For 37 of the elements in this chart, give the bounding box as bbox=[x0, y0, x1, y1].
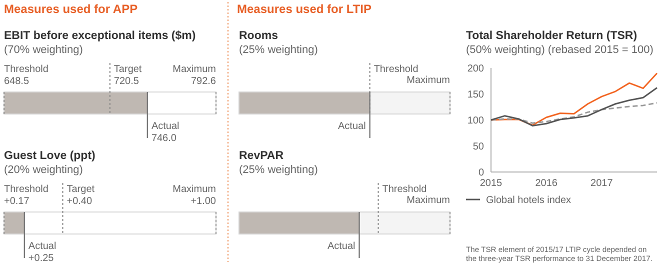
chart-subtitle: (70% weighting) bbox=[4, 44, 83, 56]
ref-line-label: Actual +0.25 bbox=[28, 241, 56, 264]
x-tick-label: 2017 bbox=[590, 178, 614, 189]
chart-title: Total Shareholder Return (TSR) bbox=[466, 30, 638, 42]
x-tick-label: 2016 bbox=[535, 178, 558, 189]
chart-title: RevPAR bbox=[239, 150, 284, 162]
ref-line-label: Threshold +0.17 bbox=[4, 184, 48, 207]
line-series bbox=[490, 102, 658, 124]
chart-title: Guest Love (ppt) bbox=[4, 150, 96, 162]
ref-line-label: Maximum bbox=[406, 195, 450, 206]
ref-line-label: Actual bbox=[338, 121, 366, 132]
y-tick-label: 0 bbox=[478, 168, 484, 178]
chart-subtitle: (50% weighting) (rebased 2015 = 100) bbox=[466, 44, 654, 56]
y-tick-label: 200 bbox=[467, 64, 484, 74]
y-tick-label: 100 bbox=[467, 116, 484, 126]
y-tick-label: 50 bbox=[472, 142, 484, 152]
ref-line-label: Actual 746.0 bbox=[151, 121, 180, 144]
x-tick-label: 2015 bbox=[480, 178, 503, 189]
ref-line-label: Actual bbox=[327, 241, 356, 252]
ref-line-label: Maximum bbox=[406, 75, 450, 86]
chart-title: EBIT before exceptional items ($m) bbox=[4, 30, 196, 42]
text: Measures used for LTIP bbox=[237, 2, 372, 16]
line-series bbox=[490, 87, 658, 126]
ref-line-label: Target 720.5 bbox=[114, 64, 142, 87]
ref-line-label: Threshold 648.5 bbox=[4, 64, 48, 87]
chart-subtitle: (20% weighting) bbox=[4, 164, 83, 176]
ref-line-label: Threshold bbox=[374, 64, 418, 75]
text: Measures used for APP bbox=[4, 2, 138, 16]
y-tick-label: 150 bbox=[467, 90, 484, 100]
ref-line-label: Maximum 792.6 bbox=[172, 64, 216, 87]
chart-title: Rooms bbox=[239, 30, 278, 42]
legend-label: Global hotels index bbox=[486, 195, 572, 206]
ref-line-label: Maximum +1.00 bbox=[172, 184, 216, 207]
chart-subtitle: (25% weighting) bbox=[239, 164, 318, 176]
ref-line-label: Threshold bbox=[382, 184, 427, 195]
chart-subtitle: (25% weighting) bbox=[239, 44, 318, 56]
ref-line-label: Target +0.40 bbox=[66, 184, 95, 207]
